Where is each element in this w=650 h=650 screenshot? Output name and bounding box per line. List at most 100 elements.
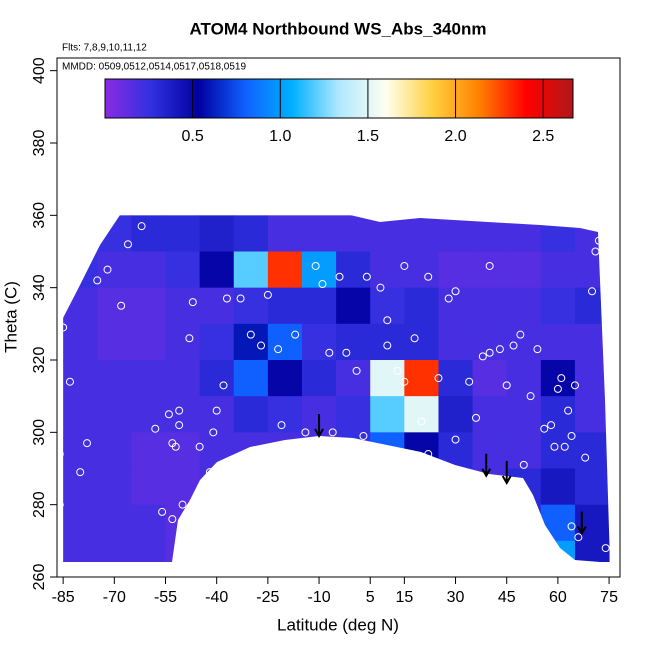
observation-point xyxy=(465,377,474,386)
y-tick-label: 260 xyxy=(31,564,48,591)
cell xyxy=(540,468,576,506)
cell xyxy=(472,396,508,433)
observation-point xyxy=(472,413,481,422)
cell xyxy=(97,396,132,433)
cell xyxy=(336,215,371,252)
observation-point xyxy=(615,439,624,448)
cell xyxy=(370,215,405,252)
cell xyxy=(336,396,371,433)
cell xyxy=(301,287,337,325)
observation-point xyxy=(533,345,542,354)
observation-point xyxy=(277,421,286,430)
observation-point xyxy=(236,294,245,303)
cell xyxy=(438,287,474,325)
cell xyxy=(506,251,542,289)
cell xyxy=(574,396,610,433)
observation-point xyxy=(478,352,487,361)
colorbar-tick-label: 2.0 xyxy=(444,128,466,145)
observation-point xyxy=(328,428,337,437)
cell xyxy=(199,215,235,252)
observation-point xyxy=(509,341,518,350)
observation-point xyxy=(335,272,344,281)
cell xyxy=(165,287,201,325)
cell xyxy=(131,359,167,397)
cell xyxy=(506,396,542,433)
cell xyxy=(506,359,542,397)
subtitle: Flts: 7,8,9,10,11,12 xyxy=(62,43,147,54)
cell xyxy=(165,359,201,397)
observation-point xyxy=(195,442,204,451)
colorbar-tick-label: 1.0 xyxy=(269,128,291,145)
observation-point xyxy=(574,533,583,542)
x-tick-label: 30 xyxy=(447,589,465,606)
observation-point xyxy=(76,468,85,477)
y-tick-label: 340 xyxy=(31,274,48,301)
x-tick-label: 75 xyxy=(600,589,618,606)
observation-point xyxy=(410,334,419,343)
observation-point xyxy=(318,280,327,289)
cell xyxy=(472,359,508,397)
observation-point xyxy=(383,341,392,350)
observation-point xyxy=(598,229,607,238)
observation-point xyxy=(83,439,92,448)
cell xyxy=(199,287,235,325)
cell xyxy=(233,359,269,397)
cell xyxy=(97,251,132,289)
y-tick-label: 380 xyxy=(31,130,48,157)
observation-point xyxy=(588,287,597,296)
cell xyxy=(267,287,303,325)
cell xyxy=(63,468,98,506)
colorbar-tick-label: 2.5 xyxy=(532,128,554,145)
observation-point xyxy=(257,341,266,350)
observation-point xyxy=(175,406,184,415)
cell xyxy=(165,396,201,433)
x-tick-label: -10 xyxy=(307,589,330,606)
y-tick-label: 280 xyxy=(31,491,48,518)
observation-point xyxy=(123,240,132,249)
x-axis-label: Latitude (deg N) xyxy=(277,615,399,634)
observation-point xyxy=(444,294,453,303)
cell xyxy=(404,396,439,433)
cell xyxy=(404,359,439,397)
arrow xyxy=(314,413,324,438)
cell xyxy=(267,359,303,397)
observation-point xyxy=(591,247,600,256)
observation-point xyxy=(417,417,426,426)
observation-point xyxy=(93,276,102,285)
observation-point xyxy=(209,428,218,437)
x-tick-label: 45 xyxy=(498,589,516,606)
cell xyxy=(540,287,576,325)
observation-point xyxy=(117,301,126,310)
cell xyxy=(506,287,542,325)
cell xyxy=(131,396,167,433)
observation-point xyxy=(171,442,180,451)
observation-point xyxy=(311,261,320,270)
cell xyxy=(131,215,167,252)
x-tick-label: 60 xyxy=(549,589,567,606)
cell xyxy=(63,504,98,542)
cell xyxy=(540,251,576,289)
cell xyxy=(131,323,167,361)
observation-point xyxy=(103,265,112,274)
x-tick-label: -85 xyxy=(52,589,75,606)
observation-point xyxy=(291,330,300,339)
cell xyxy=(267,251,303,289)
cell xyxy=(131,287,167,325)
cell xyxy=(574,468,610,506)
cell xyxy=(165,323,201,361)
cell xyxy=(267,396,303,433)
observation-point xyxy=(342,348,351,357)
cell xyxy=(199,359,235,397)
observation-point xyxy=(451,435,460,444)
y-tick-label: 320 xyxy=(31,347,48,374)
observation-point xyxy=(352,366,361,375)
cell xyxy=(370,287,405,325)
observation-point xyxy=(434,374,443,383)
cell xyxy=(165,432,201,469)
cell xyxy=(267,323,303,361)
observation-point xyxy=(611,554,620,563)
cell xyxy=(438,323,474,361)
observation-point xyxy=(178,500,187,509)
